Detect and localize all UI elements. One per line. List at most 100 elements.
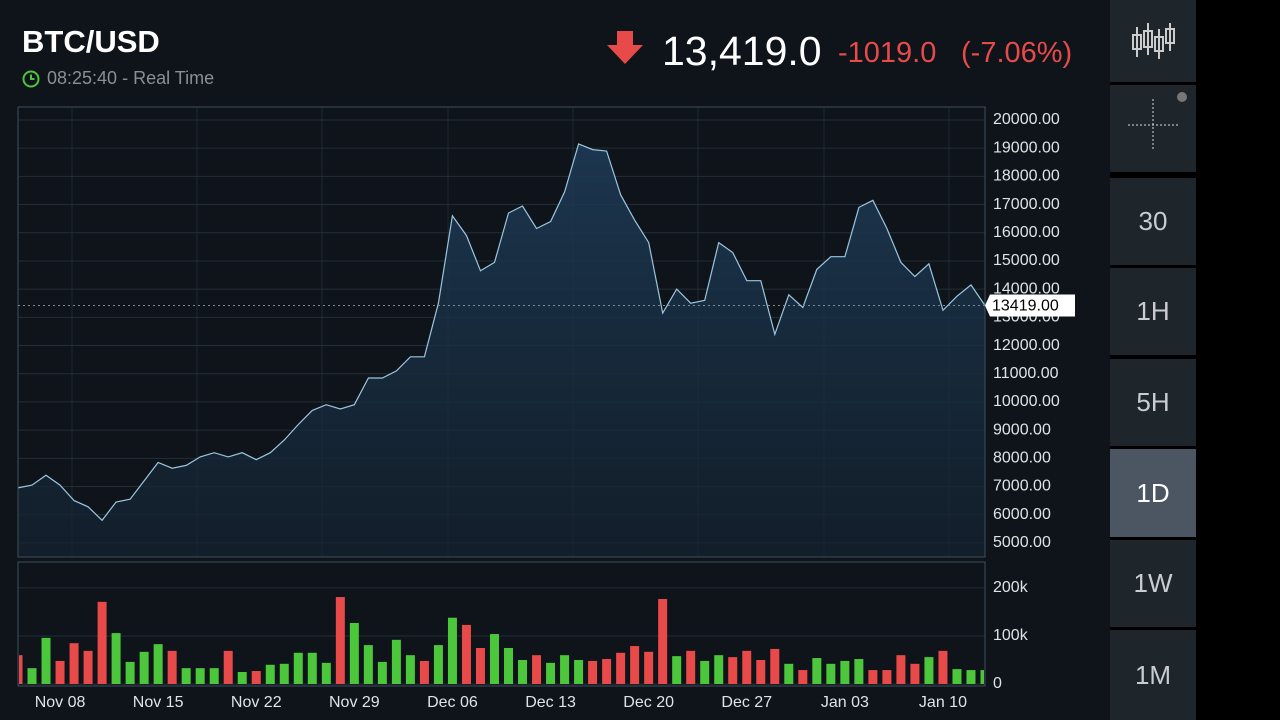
main-panel: BTC/USD 08:25:40 - Real Time 13,419.0 -1… [0, 0, 1110, 720]
volume-bar [882, 670, 892, 684]
y-tick-label: 15000.00 [993, 252, 1060, 269]
volume-bar [602, 659, 612, 684]
plot-frame [17, 561, 986, 687]
volume-bar [69, 643, 79, 684]
volume-bar [756, 659, 766, 684]
volume-bar [405, 655, 415, 684]
interval-button[interactable]: 30 [1110, 178, 1196, 265]
volume-bar [784, 663, 794, 684]
interval-button[interactable]: 1H [1110, 268, 1196, 355]
y-tick-label: 200k [993, 579, 1029, 596]
volume-bar [489, 634, 499, 684]
y-tick-label: 18000.00 [993, 168, 1060, 185]
chart-type-button[interactable] [1110, 0, 1196, 82]
volume-bar [840, 660, 850, 684]
x-tick-label: Jan 10 [919, 694, 967, 711]
volume-bar [952, 669, 962, 684]
x-tick-label: Dec 06 [427, 694, 478, 711]
volume-bar [980, 670, 984, 684]
last-price-tag [985, 294, 1075, 317]
plot-frame [17, 106, 986, 558]
y-tick-label: 20000.00 [993, 111, 1060, 128]
volume-bar [938, 650, 948, 684]
volume-bar [139, 651, 149, 684]
volume-bar [896, 655, 906, 684]
volume-bar [363, 645, 373, 684]
time-row: 08:25:40 - Real Time [47, 68, 214, 89]
x-tick-label: Nov 15 [133, 694, 184, 711]
x-tick-label: Jan 03 [821, 694, 869, 711]
x-tick-label: Nov 08 [35, 694, 86, 711]
volume-bar [293, 652, 303, 684]
volume-bar [686, 650, 696, 684]
volume-bar [854, 659, 864, 684]
y-tick-label: 14000.00 [993, 280, 1060, 297]
volume-bar [616, 652, 626, 684]
last-price-label: 13419.00 [992, 298, 1059, 315]
y-tick-label: 9000.00 [993, 421, 1051, 438]
x-tick-label: Dec 13 [525, 694, 576, 711]
x-tick-label: Dec 20 [623, 694, 674, 711]
y-tick-label: 12000.00 [993, 337, 1060, 354]
volume-bar [714, 655, 724, 684]
volume-bar [391, 639, 401, 684]
volume-bar [279, 663, 289, 684]
volume-bar [209, 668, 219, 684]
volume-bar [237, 671, 247, 684]
volume-bar [574, 659, 584, 684]
volume-bar [27, 668, 37, 684]
volume-bar [546, 662, 556, 684]
volume-bar [195, 668, 205, 684]
clock-icon [22, 70, 40, 88]
volume-bar [588, 660, 598, 684]
interval-button[interactable]: 5H [1110, 359, 1196, 446]
y-tick-label: 6000.00 [993, 506, 1051, 523]
y-tick-label: 0 [993, 675, 1002, 692]
price-change: -1019.0 [838, 37, 937, 69]
crosshair-button[interactable] [1110, 85, 1196, 172]
volume-bar [335, 597, 345, 684]
y-tick-label: 11000.00 [993, 365, 1059, 382]
volume-bar [223, 650, 233, 684]
volume-bar [644, 651, 654, 684]
volume-bar [518, 659, 528, 684]
volume-bar [672, 656, 682, 684]
interval-button[interactable]: 1D [1110, 449, 1196, 537]
volume-bar [111, 633, 121, 684]
mode: - Real Time [122, 68, 215, 88]
volume-bar [924, 657, 934, 684]
volume-bar [125, 661, 135, 684]
volume-bar [153, 644, 163, 684]
volume-bar [504, 647, 514, 684]
price-change-percent: (-7.06%) [961, 37, 1073, 69]
candles-icon [1132, 23, 1175, 59]
volume-bar [700, 660, 710, 684]
y-tick-label: 17000.00 [993, 196, 1060, 213]
volume-bar [770, 648, 780, 684]
volume-bar [265, 664, 275, 684]
volume-bar [910, 663, 920, 684]
y-tick-label: 10000.00 [993, 393, 1060, 410]
x-tick-label: Nov 22 [231, 694, 282, 711]
price-area [18, 143, 985, 557]
volume-bar [419, 660, 429, 684]
volume-bar [798, 670, 808, 684]
volume-bar [658, 598, 668, 684]
volume-bar [742, 650, 752, 684]
volume-bar [251, 671, 261, 684]
volume-bar [83, 650, 93, 684]
volume-bar [55, 660, 65, 684]
volume-bar [41, 637, 51, 684]
y-tick-label: 5000.00 [993, 534, 1051, 551]
symbol: BTC/USD [22, 24, 160, 59]
volume-bar [475, 647, 485, 684]
y-tick-label: 7000.00 [993, 478, 1051, 495]
y-tick-label: 16000.00 [993, 224, 1060, 241]
interval-button[interactable]: 1W [1110, 540, 1196, 627]
interval-button[interactable]: 1M [1110, 630, 1196, 720]
volume-bar [19, 655, 23, 684]
last-price: 13,419.0 [662, 28, 822, 74]
price-line [17, 143, 986, 522]
volume-bar [321, 662, 331, 684]
